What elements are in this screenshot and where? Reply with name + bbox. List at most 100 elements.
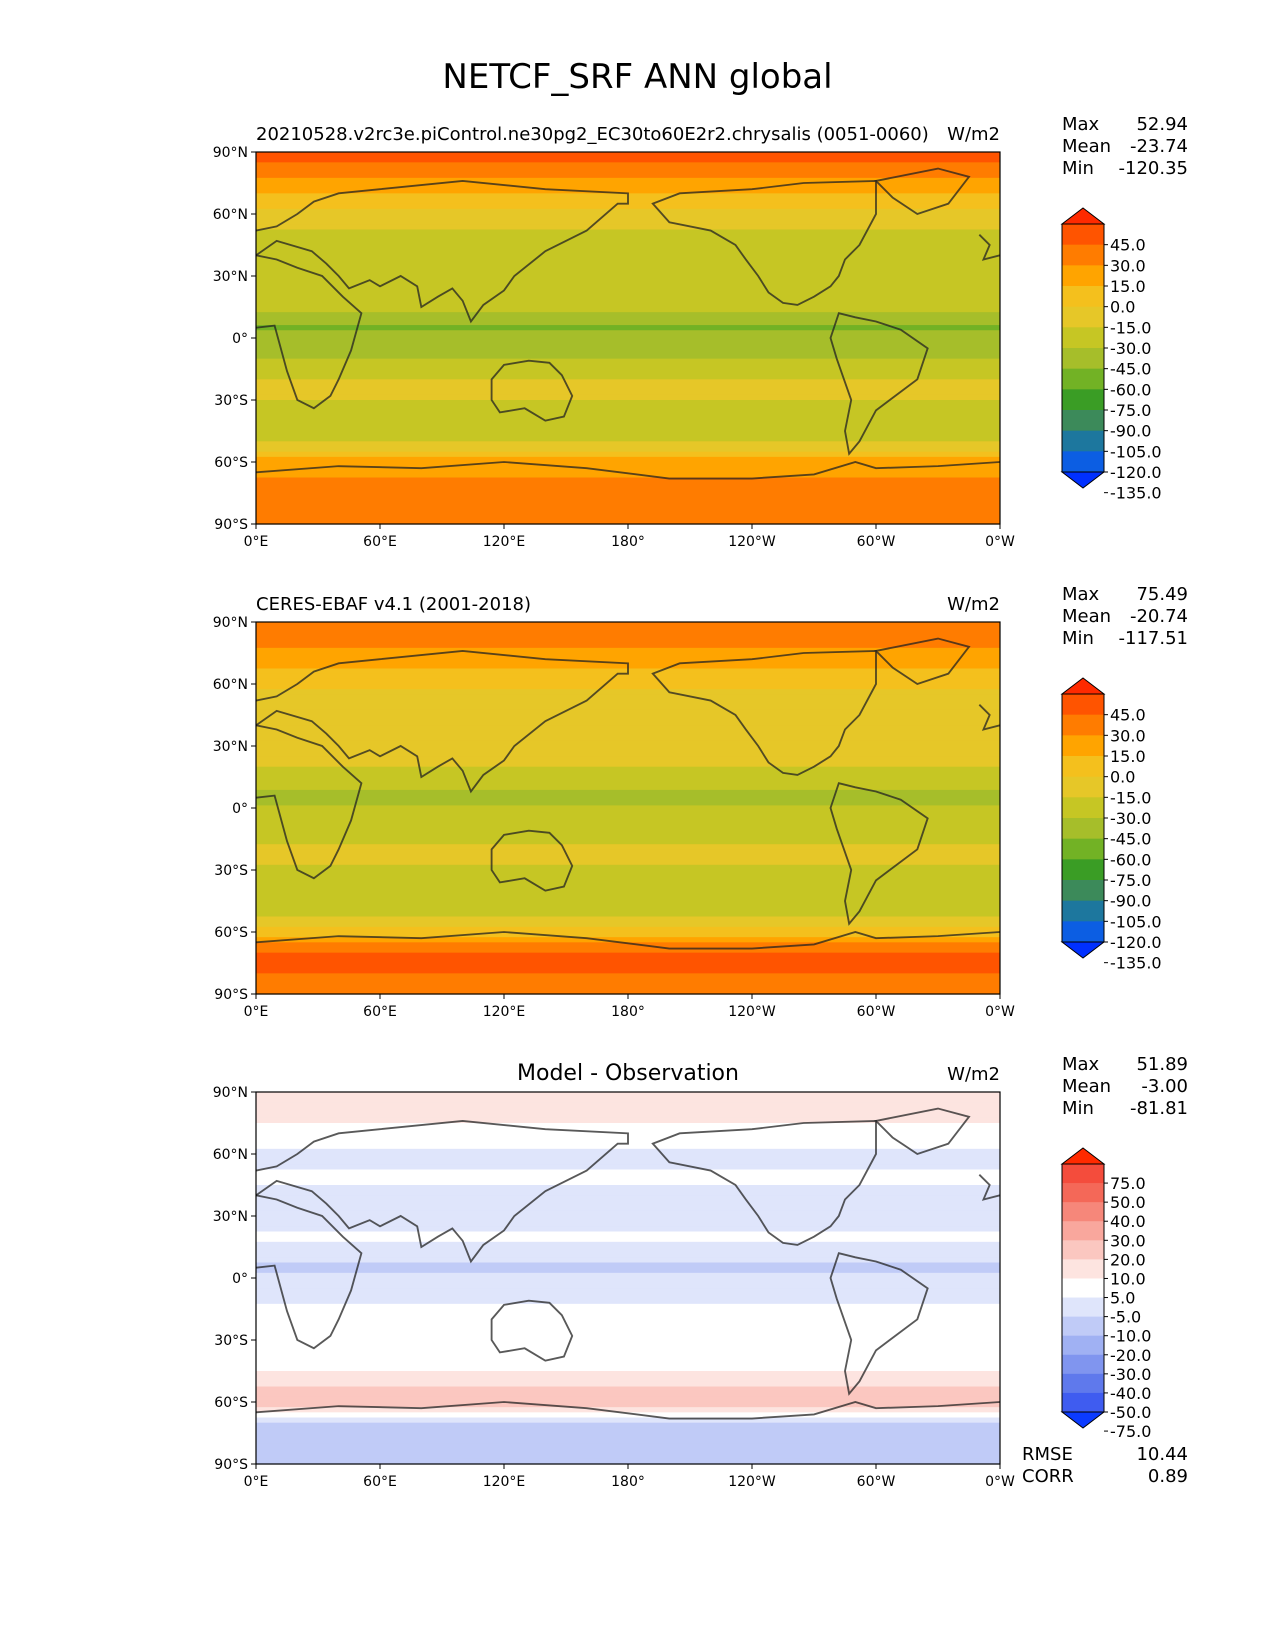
stat-value-mean: -3.00 (1141, 1076, 1188, 1097)
colorbar-label: -10.0 (1110, 1327, 1151, 1346)
field-band (256, 172, 1000, 179)
field-band (256, 343, 1000, 349)
field-band (256, 911, 1000, 918)
x-tick-label: 120°E (483, 534, 526, 550)
field-band (256, 800, 1000, 804)
field-band (256, 642, 1000, 649)
field-band (256, 720, 1000, 726)
field-band (256, 844, 1000, 850)
y-tick-label: 90°N (213, 145, 248, 161)
y-tick-label: 60°N (213, 677, 248, 693)
colorbar-label: 0.0 (1110, 768, 1135, 787)
field-band (256, 637, 1000, 644)
stat-label-mean: Mean (1062, 136, 1111, 157)
stat-label-min: Min (1062, 628, 1094, 649)
stat-value-max: 52.94 (1136, 114, 1188, 135)
field-band (256, 1402, 1000, 1408)
field-band (256, 942, 1000, 949)
field-band (256, 937, 1000, 943)
colorbar-label: -30.0 (1110, 809, 1151, 828)
field-band (256, 632, 1000, 639)
field-band (256, 1102, 1000, 1109)
field-band (256, 405, 1000, 411)
field-band (256, 281, 1000, 287)
field-band (256, 1262, 1000, 1266)
field-band (256, 363, 1000, 370)
panels: 0°E 60°E 120°E 180° 120°W 60°W 0°W 90°N 60°N 30°N… (213, 114, 1188, 1490)
field-band (256, 1345, 1000, 1351)
field-band (256, 167, 1000, 174)
y-tick-label: 60°S (214, 925, 248, 941)
field-band (256, 673, 1000, 680)
colorbar-extend-max (1060, 1147, 1106, 1165)
field-band (256, 296, 1000, 303)
panel-1: 0°E 60°E 120°E 180° 120°W 60°W 0°W 90°N 60°N 30°N… (213, 114, 1188, 550)
colorbar-label: 45.0 (1110, 706, 1146, 725)
field-band (256, 1097, 1000, 1103)
colorbar-segment (1062, 756, 1104, 778)
field-band (256, 1427, 1000, 1434)
colorbar: 45.030.0 15.0 0.0-15.0 -30.0 -45.0-60.0 -75.0… (1060, 207, 1162, 503)
field-band (256, 451, 1000, 458)
field-band (256, 859, 1000, 866)
colorbar-label: -75.0 (1110, 401, 1151, 420)
stat-label-max: Max (1062, 1054, 1100, 1075)
field-band (256, 1154, 1000, 1160)
field-band (256, 771, 1000, 778)
field-band (256, 1391, 1000, 1398)
field-band (256, 462, 1000, 468)
field-band (256, 493, 1000, 499)
field-band (256, 1200, 1000, 1207)
y-tick-label: 90°N (213, 1085, 248, 1101)
field-band (256, 885, 1000, 892)
field-band (256, 823, 1000, 830)
field-band (256, 1386, 1000, 1393)
field-band (256, 735, 1000, 742)
colorbar-label: -75.0 (1110, 1422, 1151, 1441)
colorbar-segment (1062, 1221, 1104, 1241)
field-band (256, 177, 1000, 184)
field-band (256, 1360, 1000, 1367)
field-band (256, 1190, 1000, 1196)
field-band (256, 518, 1000, 525)
colorbar-label: -120.0 (1110, 463, 1162, 482)
field-band (256, 952, 1000, 959)
field-band (256, 208, 1000, 215)
colorbar-segment (1062, 430, 1104, 452)
colorbar-segment (1062, 880, 1104, 902)
field-band (256, 498, 1000, 504)
field-band (256, 1107, 1000, 1114)
field-band (256, 1270, 1000, 1274)
colorbar-extend-min (1060, 941, 1106, 959)
field-band (256, 957, 1000, 964)
colorbar-segment (1062, 1202, 1104, 1222)
field-band (256, 384, 1000, 391)
field-band (256, 1159, 1000, 1165)
x-tick-label: 180° (611, 534, 645, 550)
field-band (256, 1117, 1000, 1124)
colorbar-label: 15.0 (1110, 277, 1146, 296)
field-band (256, 379, 1000, 386)
field-band (256, 1221, 1000, 1227)
field-band (256, 260, 1000, 267)
colorbar-segment (1062, 714, 1104, 736)
colorbar-label: -40.0 (1110, 1384, 1151, 1403)
colorbar-label: -60.0 (1110, 850, 1151, 869)
colorbar-segment (1062, 694, 1104, 716)
field-band (256, 214, 1000, 220)
colorbar-label: -5.0 (1110, 1308, 1141, 1327)
field-band (256, 255, 1000, 262)
field-band (256, 1179, 1000, 1186)
colorbar-label: 10.0 (1110, 1269, 1146, 1288)
field-band (256, 291, 1000, 298)
field-band (256, 317, 1000, 321)
y-tick-label: 30°N (213, 1209, 248, 1225)
field-band (256, 1283, 1000, 1289)
x-tick-label: 60°E (363, 1004, 397, 1020)
colorbar: 75.050.040.030.020.010.05.0-5.0-10.0-20.… (1060, 1147, 1151, 1441)
field-band (256, 456, 1000, 463)
field-band (256, 1303, 1000, 1310)
stat-value-rmse: 10.44 (1136, 1444, 1188, 1465)
field-band (256, 839, 1000, 845)
